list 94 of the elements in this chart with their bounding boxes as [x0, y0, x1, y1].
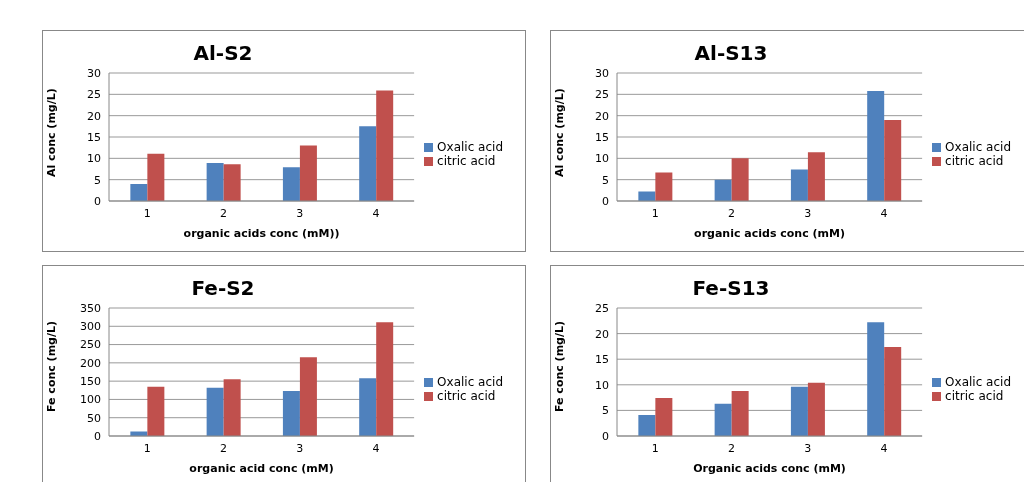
- legend-label: citric acid: [945, 154, 1004, 168]
- bar: [655, 172, 673, 201]
- x-tick-label: 1: [651, 206, 659, 220]
- y-tick-label: 10: [595, 152, 609, 166]
- y-tick-label: 25: [595, 88, 609, 102]
- bar: [884, 119, 902, 201]
- bar: [655, 398, 673, 436]
- y-tick-label: 5: [94, 173, 101, 187]
- x-axis-title: organic acids conc (mM): [694, 227, 846, 240]
- x-tick-label: 3: [804, 441, 812, 455]
- chart-title: Fe-S2: [190, 276, 256, 300]
- legend-label: Oxalic acid: [437, 140, 503, 154]
- y-tick-label: 5: [602, 173, 609, 187]
- y-tick-label: 20: [595, 109, 609, 123]
- bar: [731, 158, 749, 201]
- x-tick-label: 3: [296, 441, 304, 455]
- bar: [130, 183, 148, 201]
- bar: [376, 90, 394, 201]
- bar: [807, 382, 825, 436]
- y-tick-label: 150: [80, 375, 101, 389]
- x-tick-label: 2: [219, 206, 227, 220]
- x-tick-label: 1: [143, 441, 151, 455]
- bar: [714, 403, 732, 436]
- bar: [299, 145, 317, 201]
- y-tick-label: 0: [94, 194, 101, 208]
- bar: [147, 153, 165, 201]
- y-tick-label: 10: [595, 378, 609, 392]
- y-tick-label: 250: [80, 338, 101, 352]
- y-tick-label: 25: [595, 301, 609, 315]
- bar: [790, 169, 808, 201]
- bar: [359, 126, 377, 201]
- legend-label: citric acid: [437, 389, 496, 403]
- x-tick-label: 2: [727, 441, 735, 455]
- y-tick-label: 0: [602, 429, 609, 443]
- y-tick-label: 10: [87, 152, 101, 166]
- x-tick-label: 2: [727, 206, 735, 220]
- y-tick-label: 100: [80, 393, 101, 407]
- y-tick-label: 25: [87, 88, 101, 102]
- x-axis-title: organic acids conc (mM)): [183, 227, 340, 240]
- y-tick-label: 200: [80, 356, 101, 370]
- legend-label: Oxalic acid: [945, 140, 1011, 154]
- x-tick-label: 4: [880, 206, 888, 220]
- bar: [376, 322, 394, 436]
- y-axis-title: Al conc (mg/L): [552, 88, 566, 177]
- y-tick-label: 350: [80, 301, 101, 315]
- y-axis-title: Fe conc (mg/L): [44, 320, 58, 412]
- y-tick-label: 20: [87, 109, 101, 123]
- chart-title: Al-S2: [192, 41, 254, 65]
- legend-label: citric acid: [945, 389, 1004, 403]
- y-tick-label: 50: [87, 411, 101, 425]
- x-axis-title: Organic acids conc (mM): [693, 462, 846, 475]
- bar: [807, 152, 825, 201]
- legend-label: citric acid: [437, 154, 496, 168]
- y-tick-label: 15: [595, 130, 609, 144]
- y-axis-title: Al conc (mg/L): [44, 88, 58, 177]
- legend-label: Oxalic acid: [437, 375, 503, 389]
- x-tick-label: 3: [804, 206, 812, 220]
- x-tick-label: 1: [651, 441, 659, 455]
- bar: [638, 415, 656, 436]
- legend-label: Oxalic acid: [945, 375, 1011, 389]
- chart-title: Al-S13: [693, 41, 769, 65]
- bar: [867, 90, 885, 201]
- chart-title: Fe-S13: [691, 276, 771, 300]
- y-tick-label: 30: [87, 66, 101, 80]
- bar: [299, 357, 317, 436]
- y-tick-label: 15: [595, 353, 609, 367]
- y-tick-label: 300: [80, 320, 101, 334]
- y-axis-title: Fe conc (mg/L): [552, 320, 566, 412]
- bar: [223, 164, 241, 201]
- bar: [147, 386, 165, 436]
- x-tick-label: 3: [296, 206, 304, 220]
- y-tick-label: 0: [602, 194, 609, 208]
- y-tick-label: 15: [87, 130, 101, 144]
- bar: [714, 179, 732, 201]
- bar: [206, 163, 224, 201]
- y-tick-label: 30: [595, 66, 609, 80]
- x-tick-label: 4: [372, 441, 380, 455]
- bar: [867, 322, 885, 436]
- y-tick-label: 0: [94, 429, 101, 443]
- x-tick-label: 2: [219, 441, 227, 455]
- bar: [731, 390, 749, 436]
- x-tick-label: 1: [143, 206, 151, 220]
- y-tick-label: 5: [602, 404, 609, 418]
- bar: [223, 379, 241, 436]
- bar: [282, 391, 300, 436]
- bar: [206, 387, 224, 436]
- x-tick-label: 4: [880, 441, 888, 455]
- x-axis-title: organic acid conc (mM): [189, 462, 334, 475]
- bar: [790, 386, 808, 436]
- bar: [359, 378, 377, 436]
- bar: [884, 346, 902, 436]
- y-tick-label: 20: [595, 327, 609, 341]
- x-tick-label: 4: [372, 206, 380, 220]
- bar: [282, 167, 300, 201]
